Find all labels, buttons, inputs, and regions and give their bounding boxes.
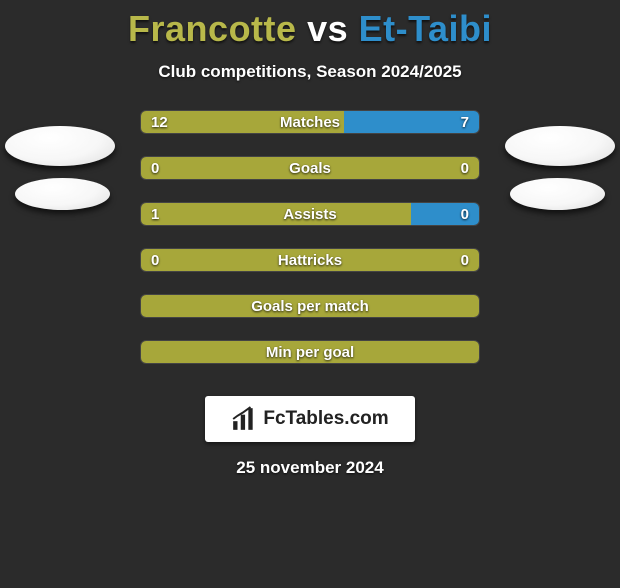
bar-track: 0 Goals 0 [140, 156, 480, 180]
bar-row-hattricks: 0 Hattricks 0 [0, 248, 620, 294]
bar-left-fill [141, 157, 479, 179]
player2-name: Et-Taibi [359, 8, 492, 49]
bar-right-fill [344, 111, 479, 133]
bar-row-matches: 12 Matches 7 [0, 110, 620, 156]
bar-row-goals-per-match: Goals per match [0, 294, 620, 340]
bar-left-fill [141, 295, 479, 317]
bar-chart-icon [231, 406, 257, 432]
bar-row-assists: 1 Assists 0 [0, 202, 620, 248]
comparison-bars: 12 Matches 7 0 Goals 0 1 Assists 0 0 Hat… [0, 110, 620, 386]
fctables-logo-badge[interactable]: FcTables.com [205, 396, 415, 442]
bar-left-fill [141, 203, 411, 225]
bar-right-fill [411, 203, 479, 225]
bar-track: 1 Assists 0 [140, 202, 480, 226]
logo-text: FcTables.com [263, 408, 388, 430]
bar-track: 12 Matches 7 [140, 110, 480, 134]
bar-left-fill [141, 111, 344, 133]
bar-left-fill [141, 249, 479, 271]
player1-name: Francotte [128, 8, 297, 49]
page-title: Francotte vs Et-Taibi [0, 8, 620, 50]
bar-row-min-per-goal: Min per goal [0, 340, 620, 386]
bar-left-fill [141, 341, 479, 363]
bar-track: Goals per match [140, 294, 480, 318]
bar-row-goals: 0 Goals 0 [0, 156, 620, 202]
vs-word: vs [307, 8, 348, 49]
bar-track: 0 Hattricks 0 [140, 248, 480, 272]
subtitle: Club competitions, Season 2024/2025 [0, 62, 620, 82]
date-line: 25 november 2024 [0, 458, 620, 478]
bar-track: Min per goal [140, 340, 480, 364]
